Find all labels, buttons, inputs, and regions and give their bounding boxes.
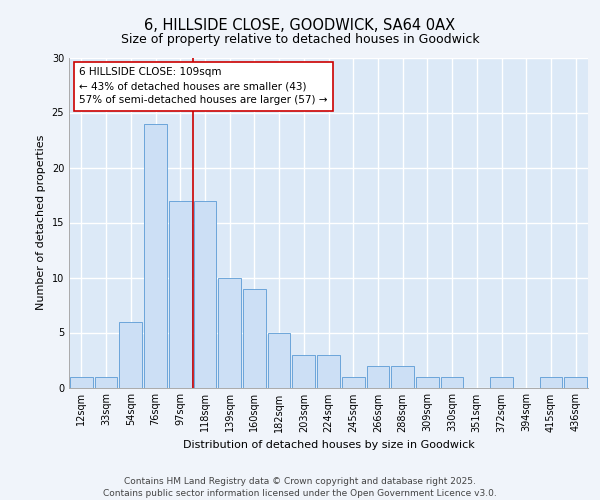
Bar	[564, 376, 587, 388]
Bar	[119, 322, 142, 388]
Text: Contains HM Land Registry data © Crown copyright and database right 2025.
Contai: Contains HM Land Registry data © Crown c…	[103, 476, 497, 498]
Bar	[441, 376, 463, 388]
Bar	[317, 354, 340, 388]
Y-axis label: Number of detached properties: Number of detached properties	[36, 135, 46, 310]
Bar	[144, 124, 167, 388]
Text: 6 HILLSIDE CLOSE: 109sqm
← 43% of detached houses are smaller (43)
57% of semi-d: 6 HILLSIDE CLOSE: 109sqm ← 43% of detach…	[79, 68, 328, 106]
Bar	[391, 366, 414, 388]
Bar	[342, 376, 365, 388]
Bar	[292, 354, 315, 388]
Bar	[194, 200, 216, 388]
X-axis label: Distribution of detached houses by size in Goodwick: Distribution of detached houses by size …	[182, 440, 475, 450]
Bar	[169, 200, 191, 388]
Bar	[243, 288, 266, 388]
Bar	[539, 376, 562, 388]
Text: 6, HILLSIDE CLOSE, GOODWICK, SA64 0AX: 6, HILLSIDE CLOSE, GOODWICK, SA64 0AX	[145, 18, 455, 32]
Bar	[70, 376, 93, 388]
Bar	[218, 278, 241, 388]
Bar	[367, 366, 389, 388]
Bar	[268, 332, 290, 388]
Bar	[490, 376, 513, 388]
Text: Size of property relative to detached houses in Goodwick: Size of property relative to detached ho…	[121, 32, 479, 46]
Bar	[416, 376, 439, 388]
Bar	[95, 376, 118, 388]
